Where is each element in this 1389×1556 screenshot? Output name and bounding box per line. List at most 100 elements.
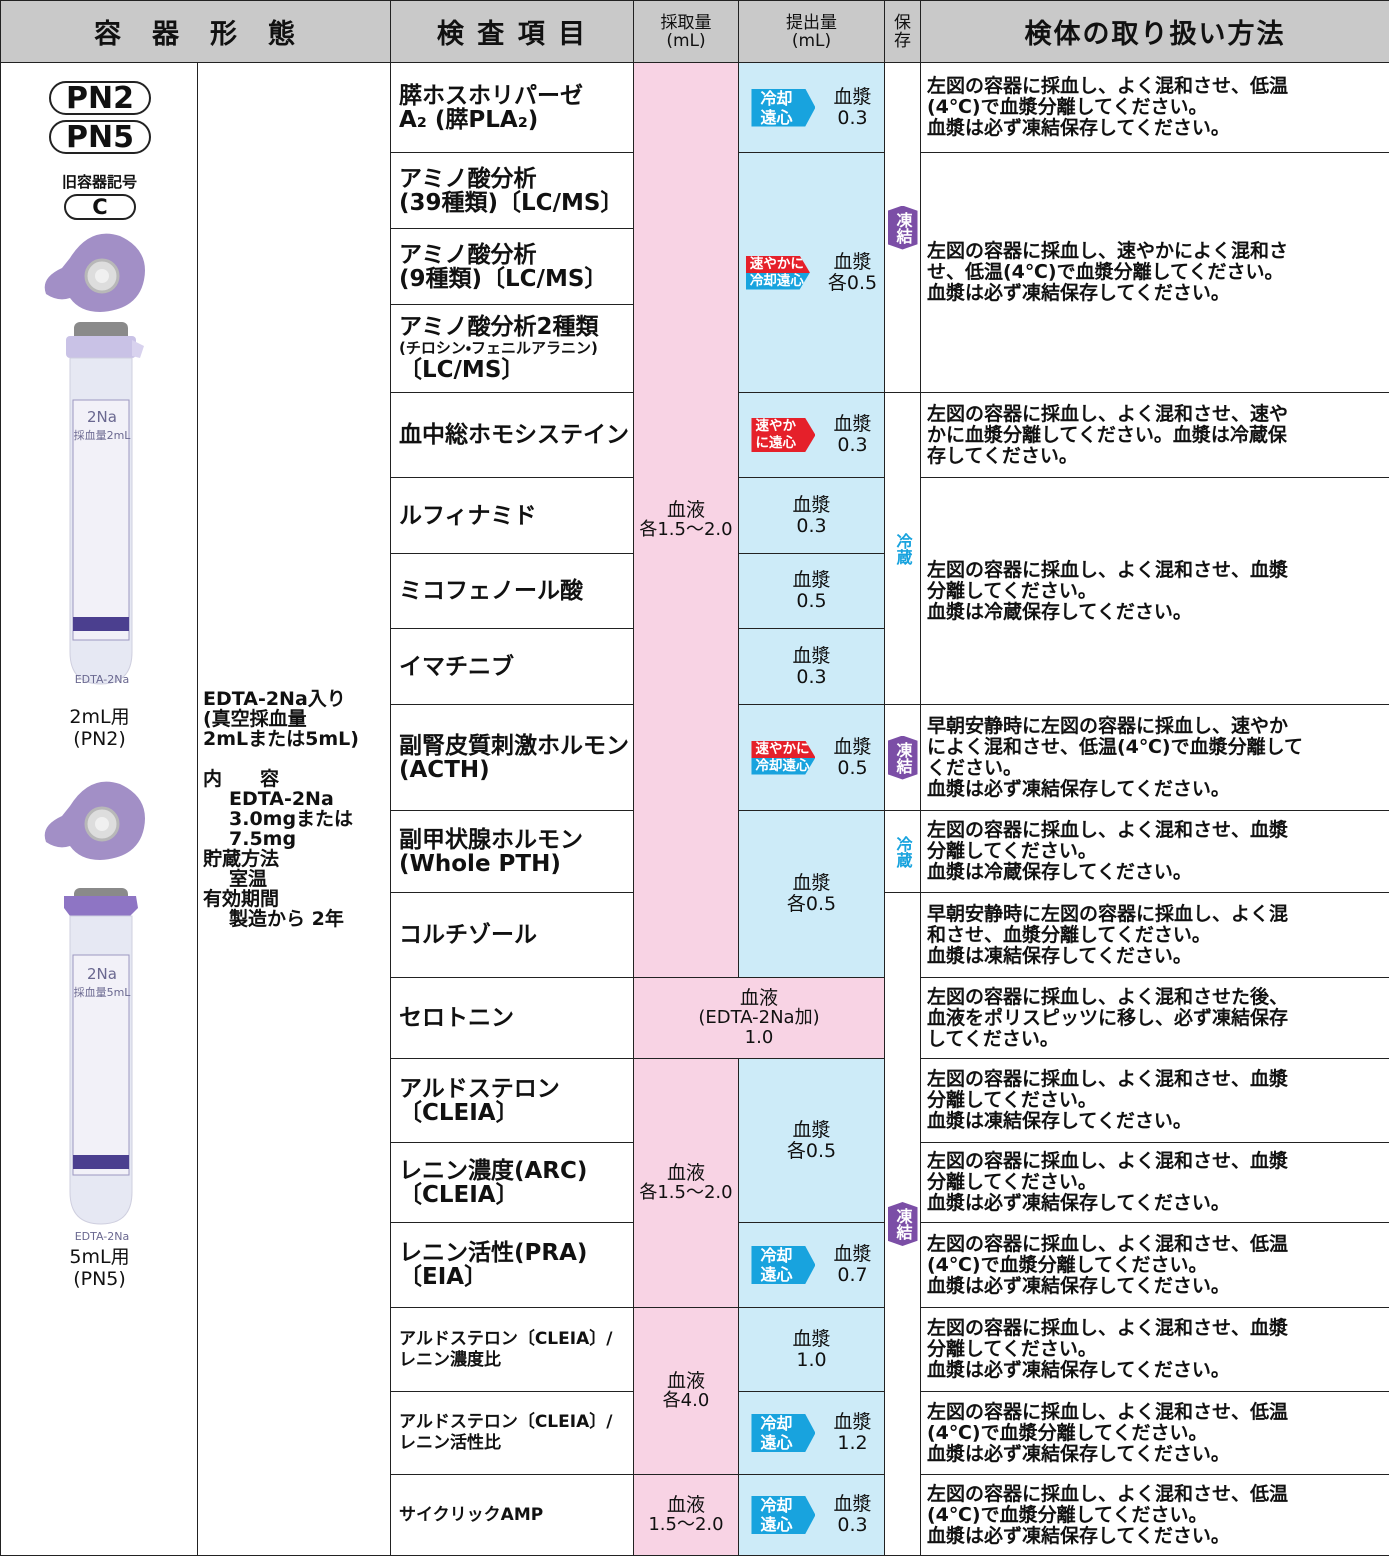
submit-volume: 血漿 0.3 <box>792 494 830 537</box>
header-text: (mL) <box>791 30 832 51</box>
submit-line: 1.2 <box>837 1432 868 1454</box>
cap-5ml <box>44 781 145 860</box>
test-name-line: アミノ酸分析2種類 <box>399 314 599 340</box>
test-name-line: 〔CLEIA〕 <box>399 1181 519 1208</box>
handling-line: 左図の容器に採血し、よく混和させた後、 <box>927 985 1289 1008</box>
test-name-cell: セロトニン <box>390 977 634 1059</box>
handling-cell: 早朝安静時に左図の容器に採血し、よく混 和させ、血漿分離してください。 血漿は凍結保… <box>920 892 1389 978</box>
badge-line: 冷却 <box>751 88 816 108</box>
test-name-cell: 副甲状腺ホルモン (Whole PTH) <box>390 810 634 893</box>
test-name-cell: レニン濃度(ARC) 〔CLEIA〕 <box>390 1142 634 1223</box>
caption-line: 5mL用 <box>69 1246 130 1268</box>
submit-volume: 血漿 各0.5 <box>828 251 877 294</box>
handling-line: 分離してください。 <box>927 1338 1097 1360</box>
test-name-line: 〔CLEIA〕 <box>399 1099 519 1126</box>
description-line: 室温 <box>229 868 268 890</box>
submit-volume: 血漿 0.3 <box>833 86 871 129</box>
handling-line: ください。 <box>927 756 1023 779</box>
badge-line: 冷却 <box>751 1246 816 1265</box>
tube-illustrations <box>44 233 145 1225</box>
storage-mark: 凍結 <box>887 1202 918 1246</box>
tube-label: 2Na <box>87 408 117 426</box>
submit-line: 血漿 <box>792 569 831 591</box>
test-name-line: 副腎皮質刺激ホルモン <box>399 732 629 759</box>
submit-line: 血漿 <box>833 1243 872 1265</box>
test-name-cell: アルドステロン〔CLEIA〕/レニン活性比 <box>390 1391 634 1475</box>
description-line: 7.5mg <box>229 828 297 850</box>
caption-line: (PN2) <box>73 728 126 750</box>
collect-line: 血液 <box>739 987 778 1009</box>
storage-mark: 凍結 <box>887 735 918 780</box>
test-name-cell: アルドステロン〔CLEIA〕/レニン濃度比 <box>390 1307 634 1392</box>
handling-line: かに血漿分離してください。血漿は冷蔵保 <box>927 423 1287 446</box>
test-name-cell: 血中総ホモシステイン <box>390 392 634 478</box>
test-name-cell: ミコフェノール酸 <box>390 553 634 629</box>
process-badge: 速やかに 冷却遠心 <box>751 740 816 775</box>
test-name-line: 〔LC/MS〕 <box>399 357 525 383</box>
storage-cell: 凍結 <box>884 62 921 393</box>
tube-label: EDTA-2Na <box>74 1230 130 1243</box>
submit-line: 血漿 <box>792 872 831 894</box>
test-name-line: コルチゾール <box>399 922 537 948</box>
description-line: (真空採血量 <box>203 708 307 730</box>
test-name-line: 〔EIA〕 <box>399 1264 488 1290</box>
handling-cell: 左図の容器に採血し、よく混和させ、血漿 分離してください。 血漿は凍結保存してくださ… <box>920 1058 1389 1143</box>
submit-cell: 速やかに 冷却遠心 血漿 各0.5 <box>738 152 885 393</box>
handling-line: 左図の容器に採血し、よく混和させ、低温 <box>927 75 1289 97</box>
collect-cell: 血液 各4.0 <box>633 1307 739 1475</box>
test-name-line: レニン濃度(ARC) <box>399 1157 588 1184</box>
submit-line: 0.5 <box>796 590 827 612</box>
submit-volume: 血漿 0.3 <box>792 645 830 688</box>
handling-cell: 左図の容器に採血し、よく混和させ、低温 (4℃)で血漿分離してください。 血漿は必ず… <box>920 1474 1389 1556</box>
submit-line: 0.3 <box>796 665 827 688</box>
collect-line: 血液 <box>666 1494 705 1516</box>
process-badge: 冷却 遠心 <box>751 1246 816 1284</box>
tube-label: 採血量2mL <box>73 429 131 442</box>
handling-line: 血漿は冷蔵保存してください。 <box>927 861 1192 883</box>
handling-line: (4℃)で血漿分離してください。 <box>927 1253 1208 1276</box>
handling-line: 血漿は必ず凍結保存してください。 <box>927 1274 1230 1297</box>
test-name-line: アミノ酸分析 <box>399 165 537 192</box>
handling-line: 血漿は凍結保存してください。 <box>927 944 1192 967</box>
handling-cell: 左図の容器に採血し、よく混和させ、血漿 分離してください。 血漿は必ず凍結保存してく… <box>920 1142 1389 1223</box>
handling-line: 早朝安静時に左図の容器に採血し、よく混 <box>927 902 1289 925</box>
process-badge: 速やか に遠心 <box>751 418 816 452</box>
submit-line: 血漿 <box>833 1411 872 1433</box>
submit-cell: 血漿 0.3 <box>738 628 885 705</box>
collect-line: 各1.5～2.0 <box>639 519 733 540</box>
badge-line: 冷却遠心 <box>751 757 816 775</box>
handling-cell: 左図の容器に採血し、よく混和させ、血漿 分離してください。 血漿は冷蔵保存してくださ… <box>920 477 1389 705</box>
handling-line: 分離してください。 <box>927 840 1097 862</box>
handling-cell: 左図の容器に採血し、よく混和させ、低温 (4℃)で血漿分離してください。 血漿は必ず… <box>920 1391 1389 1475</box>
test-name-line: 副甲状腺ホルモン <box>399 826 583 853</box>
test-name-line: セロトニン <box>399 1005 514 1031</box>
header-cell: 保存 <box>884 0 921 63</box>
submit-line: 各0.5 <box>786 893 837 915</box>
handling-line: 分離してください。 <box>927 1171 1097 1193</box>
container-code: PN5 <box>49 120 151 155</box>
collect-line: 1.5～2.0 <box>648 1514 724 1535</box>
badge-line: 遠心 <box>751 1515 816 1534</box>
storage-cell: 冷蔵 <box>884 810 921 893</box>
submit-line: 0.3 <box>837 434 868 456</box>
collect-line: 1.0 <box>744 1027 774 1048</box>
handling-cell: 左図の容器に採血し、速やかによく混和さ せ、低温(4℃)で血漿分離してください。血… <box>920 152 1389 393</box>
description-line: 3.0mgまたは <box>229 808 354 830</box>
test-name-cell: アミノ酸分析2種類 (チロシン・フェニルアラニン) 〔LC/MS〕 <box>390 304 634 393</box>
collect-cell: 血液 各1.5～2.0 <box>633 62 739 978</box>
process-badge: 冷却 遠心 <box>751 1414 816 1452</box>
handling-line: 血漿は必ず凍結保存してください。 <box>927 1524 1230 1547</box>
submit-cell: 血漿 1.0 <box>738 1307 885 1392</box>
description-line: EDTA-2Na <box>229 788 334 810</box>
tube-caption: 5mL用 (PN5) <box>1 1246 198 1290</box>
badge-line: 速やかに <box>745 255 810 273</box>
badge-line: 冷却 <box>751 1496 816 1515</box>
submit-volume: 血漿 0.3 <box>833 1494 871 1536</box>
submit-cell: 冷却 遠心 血漿 0.3 <box>738 62 885 153</box>
storage-cell: 冷蔵 <box>884 392 921 705</box>
submit-volume: 血漿 0.3 <box>833 414 871 456</box>
header-cell: 提出量 (mL) <box>738 0 885 63</box>
handling-line: 存してください。 <box>927 444 1078 467</box>
process-badge: 冷却 遠心 <box>751 1496 816 1534</box>
submit-volume: 血漿 0.7 <box>833 1244 871 1286</box>
